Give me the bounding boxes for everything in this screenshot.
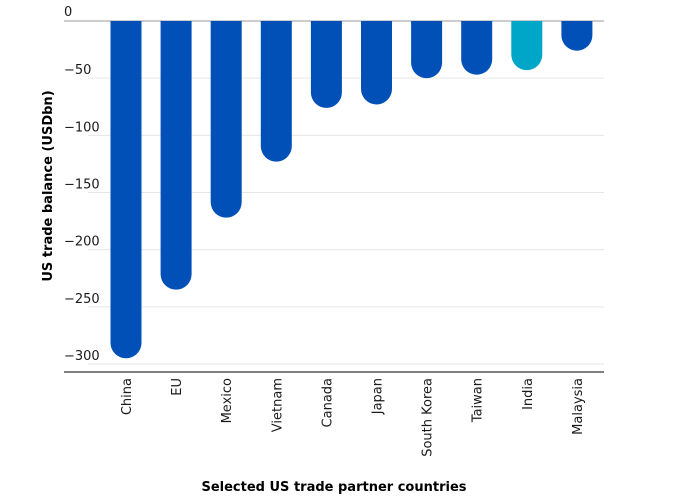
y-tick-label: −200 xyxy=(64,235,100,250)
x-tick-label: Japan xyxy=(371,378,386,415)
bar-taiwan xyxy=(461,21,493,75)
x-tick-label: Malaysia xyxy=(571,378,586,435)
x-axis-title: Selected US trade partner countries xyxy=(201,480,466,495)
bar-china xyxy=(110,21,142,359)
y-axis-title: US trade balance (USDbn) xyxy=(41,90,56,281)
x-tick-label: Mexico xyxy=(220,378,235,423)
y-tick-label: 0 xyxy=(64,5,72,20)
x-tick-label: Taiwan xyxy=(471,378,486,423)
bar-vietnam xyxy=(260,21,292,162)
x-tick-label: EU xyxy=(170,378,185,396)
x-tick-label: China xyxy=(120,378,135,415)
y-tick-label: −250 xyxy=(64,292,100,307)
y-tick-labels: 0 −50 −100 −150 −200 −250 −300 xyxy=(64,5,100,364)
x-tick-labels: China EU Mexico Vietnam Canada Japan South Kor… xyxy=(120,378,586,457)
bar-south-korea xyxy=(411,21,443,79)
y-tick-label: −300 xyxy=(64,349,100,364)
y-tick-label: −100 xyxy=(64,120,100,135)
bars xyxy=(110,21,593,359)
bar-canada xyxy=(310,21,342,108)
y-tick-label: −50 xyxy=(64,63,91,78)
bar-eu xyxy=(160,21,192,290)
x-tick-label: South Korea xyxy=(421,378,436,457)
x-tick-label: India xyxy=(521,378,536,410)
y-tick-label: −150 xyxy=(64,177,100,192)
bar-japan xyxy=(361,21,392,105)
x-tick-label: Canada xyxy=(320,378,335,427)
x-tick-label: Vietnam xyxy=(270,378,285,432)
bar-mexico xyxy=(210,21,242,218)
bar-malaysia xyxy=(561,21,593,51)
bar-india xyxy=(511,21,543,71)
